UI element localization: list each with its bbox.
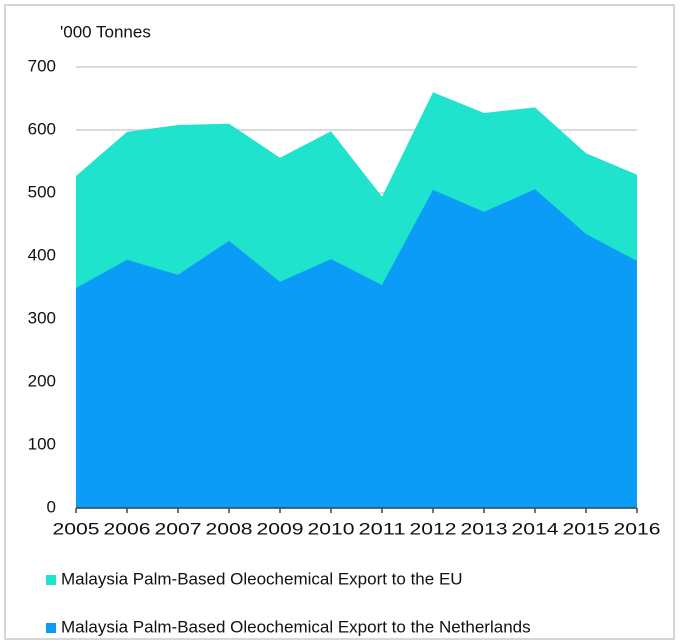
x-tick-label: 2011 (359, 519, 406, 538)
y-tick-label: 300 (28, 308, 56, 327)
x-tick-label: 2016 (614, 519, 661, 538)
x-tick-label: 2013 (461, 519, 508, 538)
area (76, 189, 637, 508)
x-tick-label: 2006 (104, 519, 151, 538)
x-tick-label: 2008 (206, 519, 253, 538)
x-tick-label: 2010 (308, 519, 355, 538)
legend-swatch (46, 623, 56, 633)
y-tick-label: 500 (28, 182, 56, 201)
y-tick-label: 400 (28, 245, 56, 264)
legend-label: Malaysia Palm-Based Oleochemical Export … (61, 617, 531, 636)
x-tick-label: 2012 (410, 519, 457, 538)
x-tick-label: 2005 (53, 519, 100, 538)
x-tick-label: 2014 (512, 519, 559, 538)
y-tick-label: 100 (28, 434, 56, 453)
legend-label: Malaysia Palm-Based Oleochemical Export … (61, 569, 463, 588)
y-axis-label: '000 Tonnes (60, 22, 151, 41)
y-tick-label: 700 (28, 56, 56, 75)
y-tick-label: 0 (47, 497, 56, 516)
x-tick-label: 2007 (155, 519, 202, 538)
x-tick-label: 2015 (563, 519, 610, 538)
y-tick-label: 600 (28, 119, 56, 138)
x-tick-label: 2009 (257, 519, 304, 538)
y-tick-label: 200 (28, 371, 56, 390)
legend-swatch (46, 575, 56, 585)
